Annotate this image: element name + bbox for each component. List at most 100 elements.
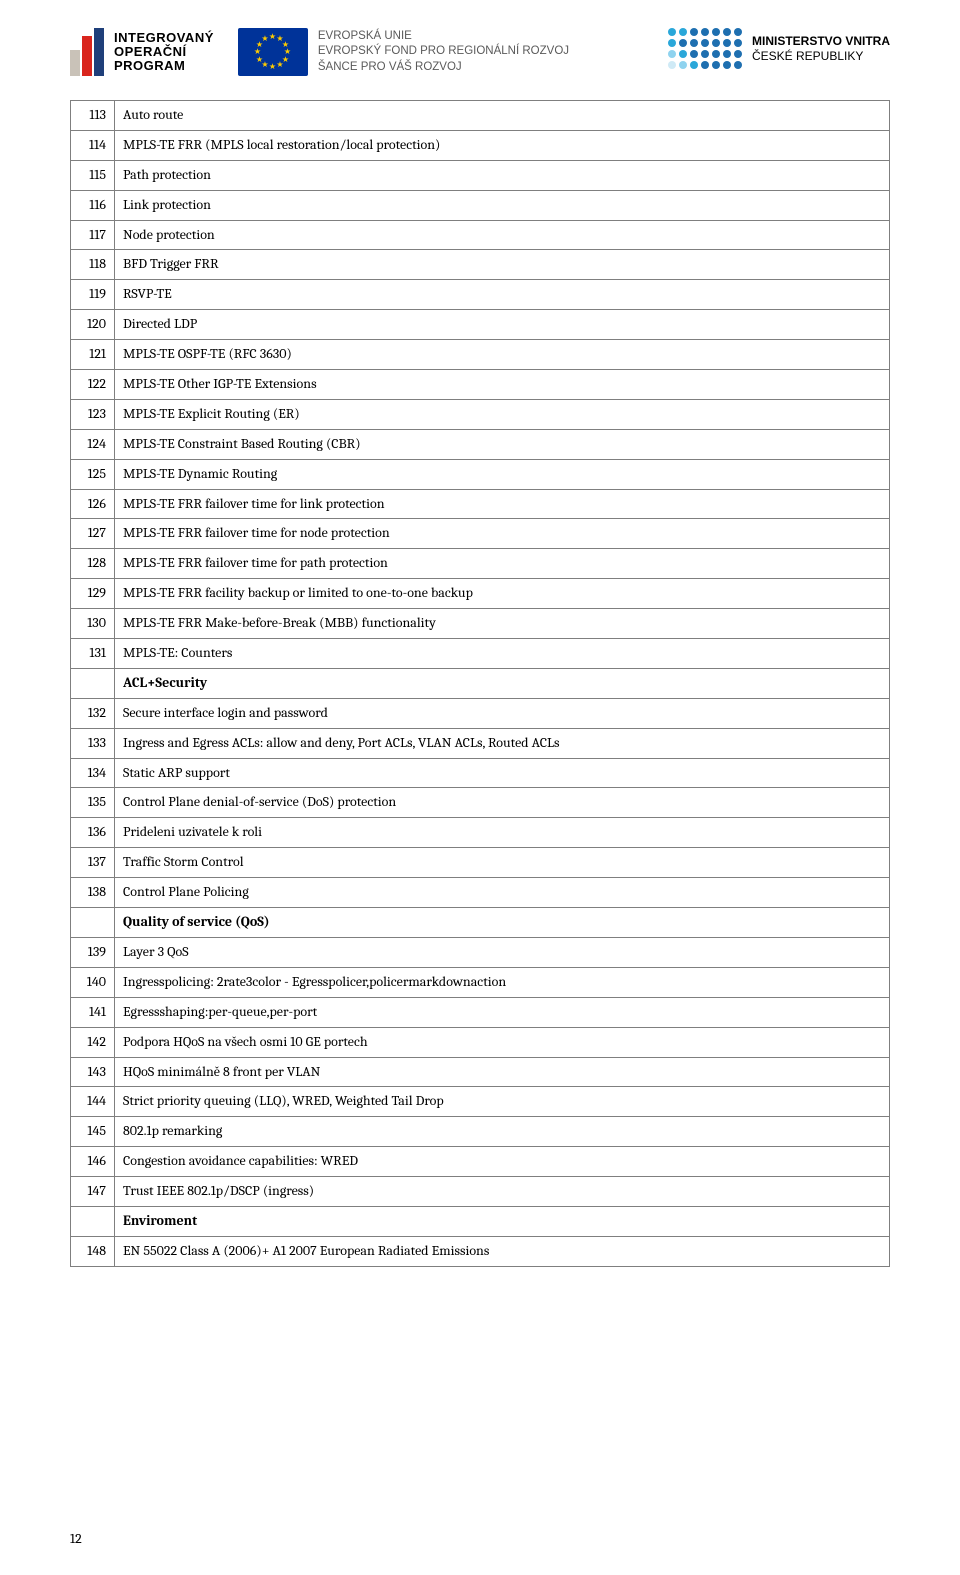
table-row: 144Strict priority queuing (LLQ), WRED, … <box>71 1087 890 1117</box>
table-row: 127MPLS-TE FRR failover time for node pr… <box>71 519 890 549</box>
spec-table: 113Auto route114MPLS-TE FRR (MPLS local … <box>70 100 890 1267</box>
row-text: Node protection <box>115 220 890 250</box>
row-text: Secure interface login and password <box>115 698 890 728</box>
table-row: 116Link protection <box>71 190 890 220</box>
table-row: 120Directed LDP <box>71 310 890 340</box>
table-row: 134Static ARP support <box>71 758 890 788</box>
row-text: RSVP-TE <box>115 280 890 310</box>
table-row: 114MPLS-TE FRR (MPLS local restoration/l… <box>71 130 890 160</box>
eu-line3: ŠANCE PRO VÁŠ ROZVOJ <box>318 60 569 76</box>
section-header: Enviroment <box>115 1206 890 1236</box>
row-number <box>71 668 115 698</box>
row-text: BFD Trigger FRR <box>115 250 890 280</box>
table-row: 146Congestion avoidance capabilities: WR… <box>71 1147 890 1177</box>
row-number: 117 <box>71 220 115 250</box>
table-row: 121MPLS-TE OSPF-TE (RFC 3630) <box>71 340 890 370</box>
mv-line1: MINISTERSTVO VNITRA <box>752 34 890 48</box>
eu-text: EVROPSKÁ UNIE EVROPSKÝ FOND PRO REGIONÁL… <box>318 29 569 76</box>
logo-mv: MINISTERSTVO VNITRA ČESKÉ REPUBLIKY <box>668 28 890 69</box>
row-number: 148 <box>71 1236 115 1266</box>
table-row: 129MPLS-TE FRR facility backup or limite… <box>71 579 890 609</box>
table-row: 142Podpora HQoS na všech osmi 10 GE port… <box>71 1027 890 1057</box>
row-number: 125 <box>71 459 115 489</box>
table-row: 143HQoS minimálně 8 front per VLAN <box>71 1057 890 1087</box>
row-number: 136 <box>71 818 115 848</box>
row-text: Layer 3 QoS <box>115 937 890 967</box>
row-text: MPLS-TE: Counters <box>115 639 890 669</box>
table-row: 117Node protection <box>71 220 890 250</box>
row-number: 145 <box>71 1117 115 1147</box>
table-row: 125MPLS-TE Dynamic Routing <box>71 459 890 489</box>
row-number: 142 <box>71 1027 115 1057</box>
table-row: 141Egressshaping:per-queue,per-port <box>71 997 890 1027</box>
row-text: Prideleni uzivatele k roli <box>115 818 890 848</box>
iop-bars-icon <box>70 28 104 76</box>
row-text: Control Plane denial-of-service (DoS) pr… <box>115 788 890 818</box>
row-text: Traffic Storm Control <box>115 848 890 878</box>
row-text: Auto route <box>115 101 890 131</box>
row-text: MPLS-TE FRR failover time for link prote… <box>115 489 890 519</box>
row-number: 123 <box>71 399 115 429</box>
row-text: Path protection <box>115 160 890 190</box>
row-number: 114 <box>71 130 115 160</box>
row-text: MPLS-TE FRR facility backup or limited t… <box>115 579 890 609</box>
row-text: Control Plane Policing <box>115 878 890 908</box>
row-number: 120 <box>71 310 115 340</box>
row-number: 134 <box>71 758 115 788</box>
row-text: MPLS-TE OSPF-TE (RFC 3630) <box>115 340 890 370</box>
table-row: 145802.1p remarking <box>71 1117 890 1147</box>
logo-eu: ★★★★★★★★★★★★ EVROPSKÁ UNIE EVROPSKÝ FOND… <box>238 28 569 76</box>
row-number: 133 <box>71 728 115 758</box>
row-number: 132 <box>71 698 115 728</box>
header-logos: INTEGROVANÝ OPERAČNÍ PROGRAM ★★★★★★★★★★★… <box>70 20 890 76</box>
row-number: 127 <box>71 519 115 549</box>
row-number: 116 <box>71 190 115 220</box>
table-row: 118BFD Trigger FRR <box>71 250 890 280</box>
row-text: Congestion avoidance capabilities: WRED <box>115 1147 890 1177</box>
row-text: 802.1p remarking <box>115 1117 890 1147</box>
row-number: 119 <box>71 280 115 310</box>
row-number: 141 <box>71 997 115 1027</box>
mv-dots-icon <box>668 28 742 69</box>
row-number: 122 <box>71 370 115 400</box>
row-number: 139 <box>71 937 115 967</box>
table-row: 132Secure interface login and password <box>71 698 890 728</box>
row-number: 124 <box>71 429 115 459</box>
row-text: MPLS-TE FRR failover time for path prote… <box>115 549 890 579</box>
table-row: 130MPLS-TE FRR Make-before-Break (MBB) f… <box>71 609 890 639</box>
table-row: ACL+Security <box>71 668 890 698</box>
row-text: Podpora HQoS na všech osmi 10 GE portech <box>115 1027 890 1057</box>
table-row: 131MPLS-TE: Counters <box>71 639 890 669</box>
row-number <box>71 1206 115 1236</box>
table-row: 115Path protection <box>71 160 890 190</box>
row-text: MPLS-TE Constraint Based Routing (CBR) <box>115 429 890 459</box>
row-number <box>71 908 115 938</box>
row-text: Link protection <box>115 190 890 220</box>
table-row: 138Control Plane Policing <box>71 878 890 908</box>
row-text: Strict priority queuing (LLQ), WRED, Wei… <box>115 1087 890 1117</box>
row-text: EN 55022 Class A (2006)+ A1 2007 Europea… <box>115 1236 890 1266</box>
eu-flag-icon: ★★★★★★★★★★★★ <box>238 28 308 76</box>
row-number: 113 <box>71 101 115 131</box>
row-number: 126 <box>71 489 115 519</box>
table-row: 137Traffic Storm Control <box>71 848 890 878</box>
row-text: Trust IEEE 802.1p/DSCP (ingress) <box>115 1177 890 1207</box>
table-row: 139Layer 3 QoS <box>71 937 890 967</box>
table-row: 122MPLS-TE Other IGP-TE Extensions <box>71 370 890 400</box>
row-number: 128 <box>71 549 115 579</box>
row-text: MPLS-TE Dynamic Routing <box>115 459 890 489</box>
section-header: Quality of service (QoS) <box>115 908 890 938</box>
page-number: 12 <box>70 1530 82 1547</box>
row-number: 140 <box>71 967 115 997</box>
row-number: 118 <box>71 250 115 280</box>
row-number: 115 <box>71 160 115 190</box>
mv-line2: ČESKÉ REPUBLIKY <box>752 49 890 63</box>
table-row: 136Prideleni uzivatele k roli <box>71 818 890 848</box>
row-number: 143 <box>71 1057 115 1087</box>
row-number: 144 <box>71 1087 115 1117</box>
iop-line2: OPERAČNÍ <box>114 45 214 59</box>
table-row: 124MPLS-TE Constraint Based Routing (CBR… <box>71 429 890 459</box>
iop-line3: PROGRAM <box>114 59 214 73</box>
iop-text: INTEGROVANÝ OPERAČNÍ PROGRAM <box>114 31 214 74</box>
table-row: 148EN 55022 Class A (2006)+ A1 2007 Euro… <box>71 1236 890 1266</box>
